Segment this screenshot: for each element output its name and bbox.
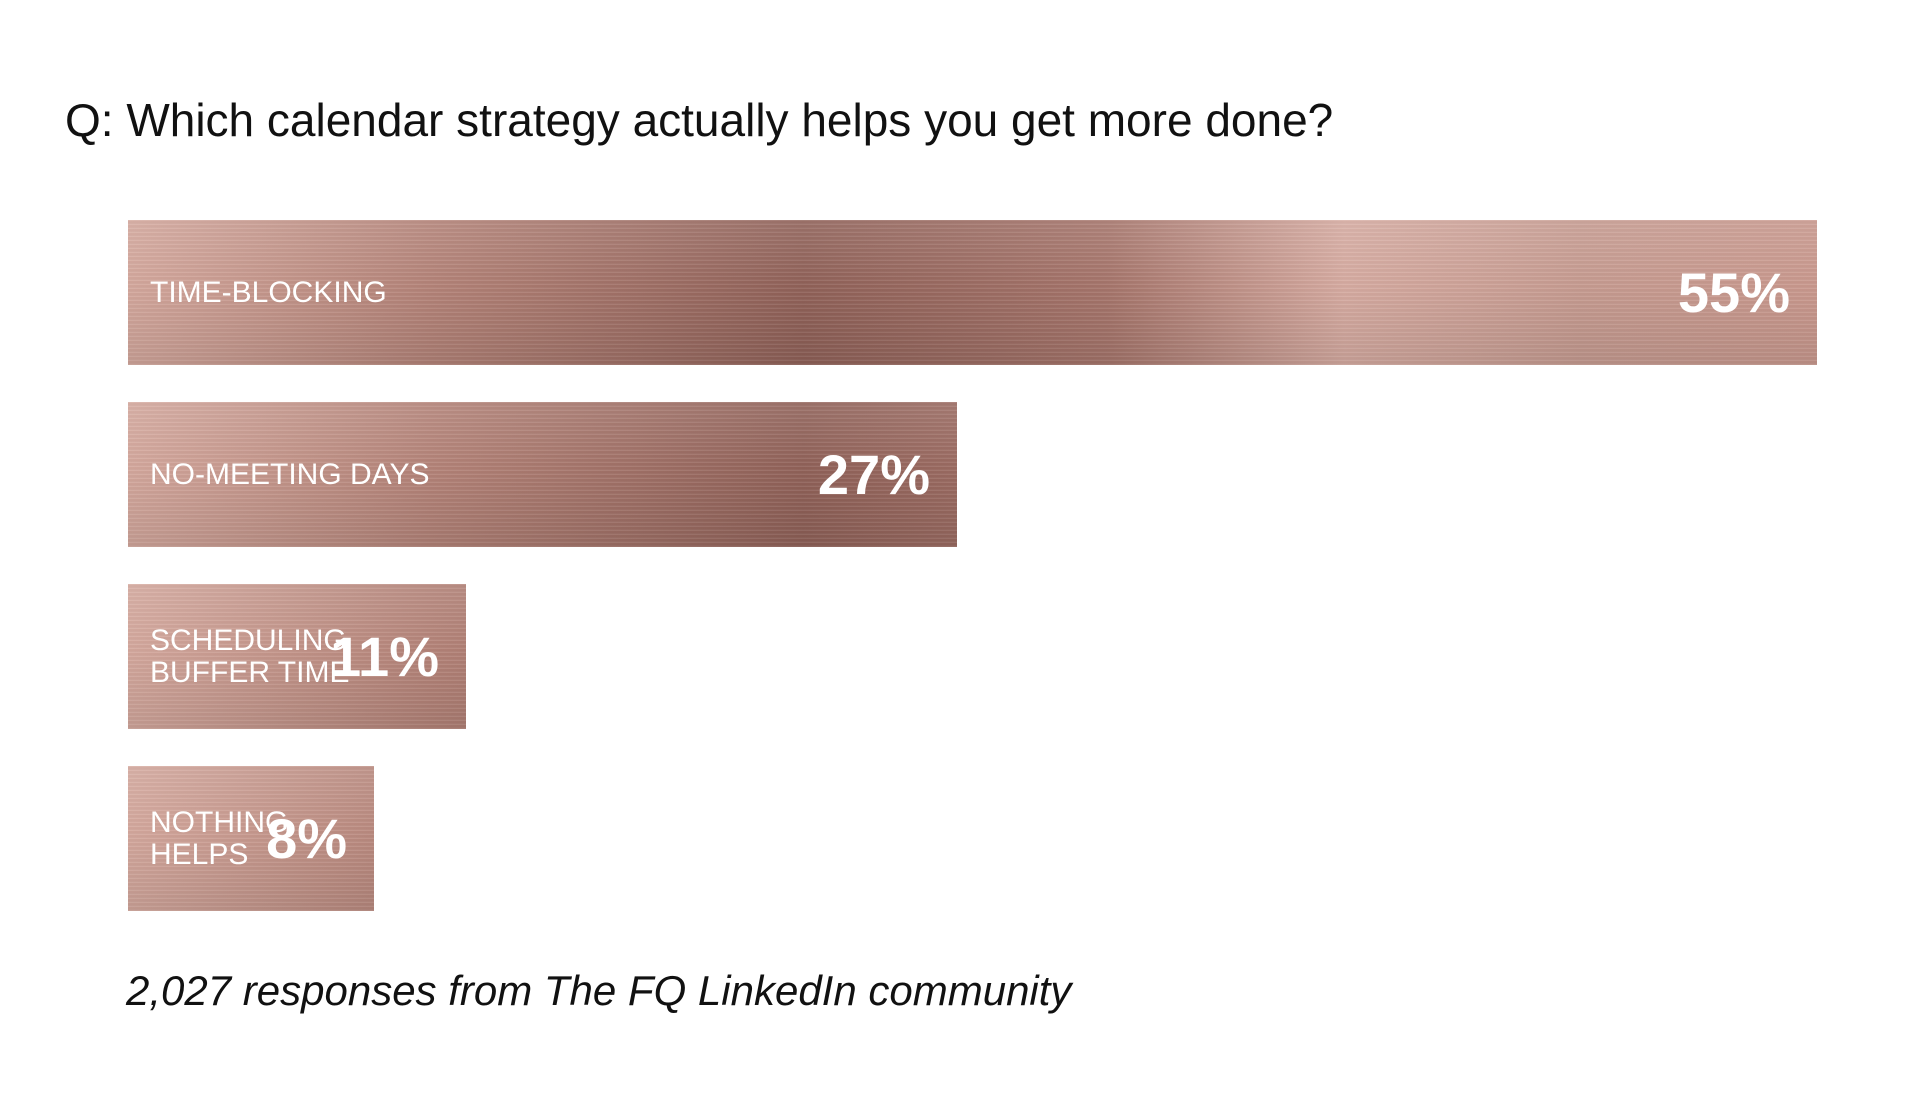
bar-label-3: NOTHING HELPS	[150, 805, 289, 871]
bar-label-2: SCHEDULING BUFFER TIME	[150, 623, 350, 689]
bar-1: NO-MEETING DAYS 27%	[128, 402, 957, 547]
chart-title: Q: Which calendar strategy actually help…	[65, 94, 1334, 146]
bar-value-label-3: 8%	[266, 806, 347, 870]
bar-label-1: NO-MEETING DAYS	[150, 457, 430, 491]
responses-footnote: 2,027 responses from The FQ LinkedIn com…	[126, 967, 1072, 1014]
bar-2: SCHEDULING BUFFER TIME 11%	[128, 584, 466, 729]
bar-0: TIME-BLOCKING 55%	[128, 220, 1817, 365]
bar-label-0: TIME-BLOCKING	[150, 275, 387, 309]
bar-value-label-2: 11%	[330, 624, 439, 688]
bar-value-label-1: 27%	[817, 442, 930, 506]
bar-3: NOTHING HELPS 8%	[128, 766, 374, 911]
bar-value-label-0: 55%	[1677, 260, 1790, 324]
